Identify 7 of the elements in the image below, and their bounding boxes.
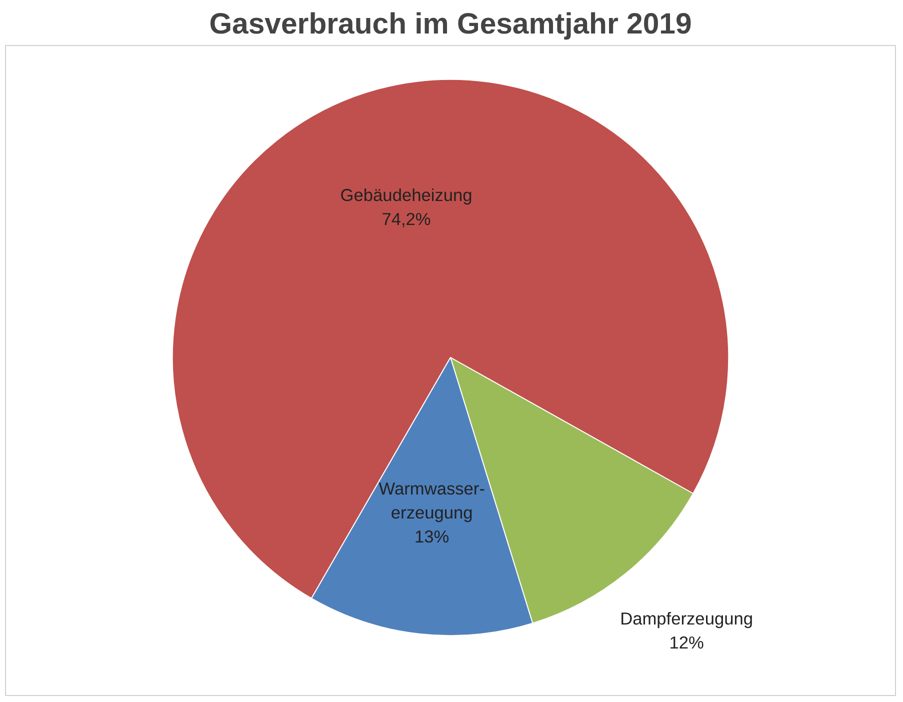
chart-title: Gasverbrauch im Gesamtjahr 2019	[209, 8, 692, 40]
slice-label: Gebäudeheizung	[340, 185, 472, 206]
slice-label: Warmwasser-erzeugung	[378, 478, 485, 523]
data-label: 74,2%	[382, 209, 431, 230]
data-label: 12%	[669, 632, 704, 652]
data-label: 13%	[414, 526, 450, 547]
slice-label: Dampferzeugung	[620, 608, 754, 628]
